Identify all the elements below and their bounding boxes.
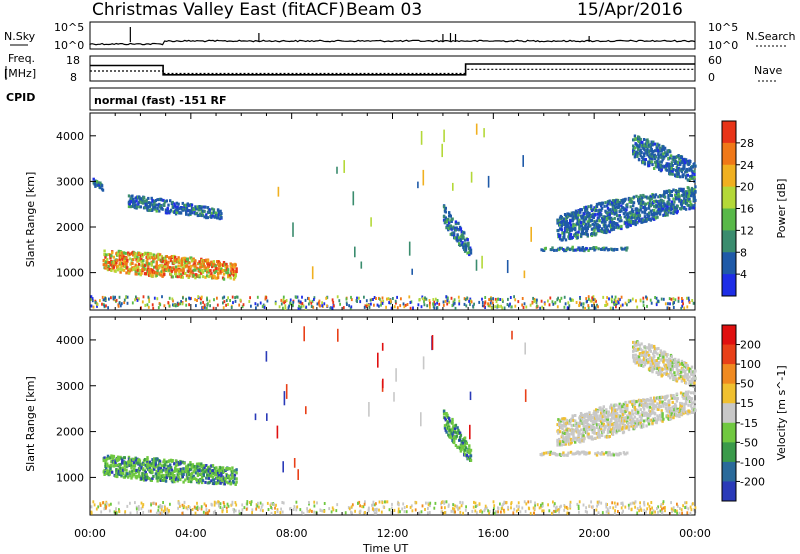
nsky-line: [89, 39, 696, 46]
colorbar-segment: [722, 164, 736, 188]
colorbar-frame: [721, 324, 737, 502]
colorbar-tick-label: 24: [740, 159, 754, 172]
x-axis-label: Time UT: [362, 542, 408, 554]
colorbar-segment: [722, 186, 736, 209]
colorbar-segment: [722, 208, 736, 231]
nsky-trace: [89, 27, 696, 46]
cpid-panel: [89, 87, 696, 111]
y-tick-label: 1000: [56, 267, 84, 280]
nave-tick-top: 60: [708, 54, 722, 67]
colorbar-tick-label: 28: [740, 137, 754, 150]
colorbar-segment: [722, 142, 736, 166]
nave-label: Nave: [754, 64, 782, 77]
nsky-panel: [89, 21, 696, 50]
colorbar-tick-label: -100: [740, 456, 765, 469]
colorbar-tick-label: 4: [740, 268, 747, 281]
colorbar-tick-label: -15: [740, 417, 758, 430]
colorbar-segment: [722, 325, 736, 346]
colorbar-segment: [722, 461, 736, 482]
colorbar-tick-label: 200: [740, 339, 761, 352]
x-tick-label: 20:00: [578, 527, 610, 540]
velocity-panel: 1000 2000 3000 4000 Slant Range [km] 200 100 50…: [24, 316, 788, 516]
plot-date: 15/Apr/2016: [577, 0, 683, 20]
colorbar-tick-label: 16: [740, 203, 754, 216]
colorbar-segment: [722, 344, 736, 365]
colorbar-segment: [722, 252, 736, 275]
velocity-colorbar-label: Velocity [m s^-1]: [775, 365, 788, 460]
power-y-axis: 1000 2000 3000 4000: [56, 113, 696, 310]
y-tick-label: 3000: [56, 380, 84, 393]
cpid-text: normal (fast) -151 RF: [94, 94, 227, 107]
x-tick-label: 16:00: [477, 527, 509, 540]
freq-label-line1: Freq.: [8, 52, 35, 65]
x-tick-label: 00:00: [679, 527, 711, 540]
y-tick-label: 4000: [56, 334, 84, 347]
freq-label-line2: [MHz]: [4, 67, 36, 80]
freq-trace: [90, 63, 695, 76]
beam-label: Beam 03: [346, 0, 422, 20]
colorbar-tick-label: 100: [740, 358, 761, 371]
power-y-label: Slant Range [km]: [24, 172, 37, 268]
nave-tick-bottom: 0: [708, 71, 715, 84]
colorbar-segment: [722, 230, 736, 253]
colorbar-tick-label: 15: [740, 397, 754, 410]
colorbar-tick-label: -50: [740, 436, 758, 449]
nave-line: [90, 68, 695, 75]
colorbar-tick-label: 50: [740, 378, 754, 391]
nsearch-tick-top: 10^5: [708, 21, 738, 34]
colorbar-tick-label: -200: [740, 475, 765, 488]
nsearch-label: N.Search: [746, 30, 796, 43]
plot-title: Christmas Valley East (fitACF): [92, 0, 345, 20]
cpid-label: CPID: [6, 91, 35, 104]
colorbar-segment: [722, 383, 736, 404]
colorbar-segment: [722, 403, 736, 424]
colorbar-segment: [722, 481, 736, 502]
colorbar-tick-label: 8: [740, 246, 747, 259]
y-tick-label: 1000: [56, 471, 84, 484]
freq-tick-top: 18: [66, 54, 80, 67]
x-tick-label: 04:00: [175, 527, 207, 540]
y-tick-label: 4000: [56, 130, 84, 143]
nsky-label: N.Sky: [4, 30, 36, 43]
colorbar-segment: [722, 442, 736, 463]
y-tick-label: 2000: [56, 221, 84, 234]
velocity-y-axis: 1000 2000 3000 4000: [56, 317, 696, 515]
y-tick-label: 3000: [56, 175, 84, 188]
x-tick-label: 12:00: [377, 527, 409, 540]
nsky-tick-bottom: 10^0: [54, 39, 84, 52]
nsky-tick-top: 10^5: [54, 21, 84, 34]
power-colorbar: 4 8 12 16 20 24 28: [721, 120, 754, 297]
colorbar-tick-label: 20: [740, 181, 754, 194]
velocity-scatter-cells: [90, 326, 697, 515]
power-panel: 1000 2000 3000 4000 Slant Range [km] 4 8 12 16 20…: [24, 112, 788, 311]
colorbar-segment: [722, 422, 736, 443]
colorbar-tick-label: 12: [740, 224, 754, 237]
colorbar-segment: [722, 364, 736, 385]
x-tick-label: 00:00: [74, 527, 106, 540]
freq-panel: [89, 55, 696, 82]
x-tick-label: 08:00: [276, 527, 308, 540]
power-scatter-cells: [90, 123, 697, 310]
frequency-line: [90, 63, 695, 76]
velocity-colorbar: 200 100 50 15 -15 -50 -100 -200: [721, 324, 765, 502]
freq-tick-bottom: 8: [70, 71, 77, 84]
colorbar-segment: [722, 274, 736, 297]
time-axis: 00:00 04:00 08:00 12:00 16:00 20:00 00:00: [74, 527, 711, 540]
colorbar-segment: [722, 121, 736, 144]
power-colorbar-label: Power [dB]: [775, 179, 788, 239]
y-tick-label: 2000: [56, 426, 84, 439]
velocity-y-label: Slant Range [km]: [24, 376, 37, 472]
nsearch-tick-bottom: 10^0: [708, 39, 738, 52]
